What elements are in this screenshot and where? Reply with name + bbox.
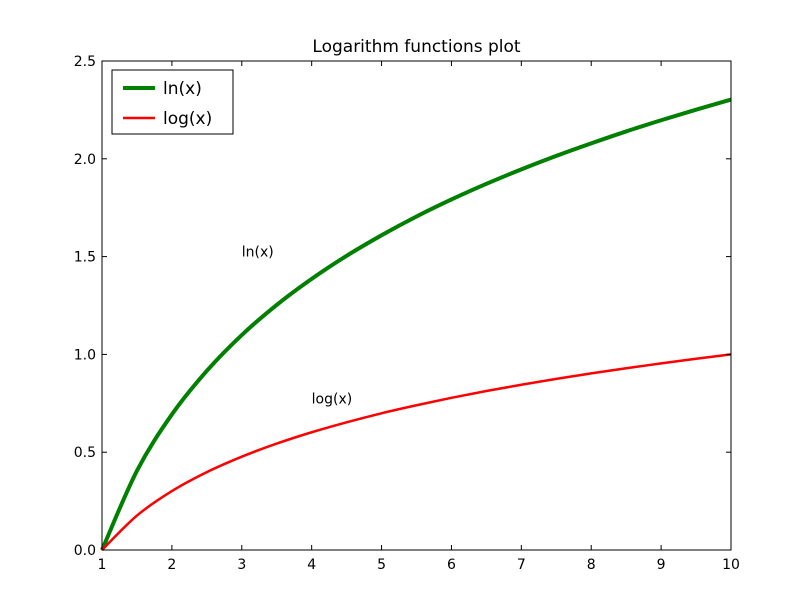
series-line-1 bbox=[101, 353, 732, 551]
y-tick-label: 1.5 bbox=[74, 250, 96, 266]
annotation-label: ln(x) bbox=[242, 245, 274, 261]
x-tick-label: 5 bbox=[377, 557, 386, 573]
x-tick-label: 10 bbox=[722, 557, 740, 573]
plot-frame bbox=[101, 60, 732, 551]
x-tick-label: 4 bbox=[307, 557, 316, 573]
chart-title: Logarithm functions plot bbox=[312, 37, 521, 57]
legend-label: ln(x) bbox=[163, 79, 202, 99]
x-tick-label: 1 bbox=[98, 557, 107, 573]
annotations: ln(x) log(x) bbox=[242, 245, 352, 408]
y-tick-label: 0.5 bbox=[74, 445, 96, 461]
y-tick-label: 1.0 bbox=[74, 347, 96, 363]
x-tick-label: 3 bbox=[237, 557, 246, 573]
x-tick-label: 6 bbox=[447, 557, 456, 573]
annotation-label: log(x) bbox=[312, 391, 353, 407]
y-tick-label: 2.5 bbox=[74, 54, 96, 70]
x-tick-label: 8 bbox=[587, 557, 596, 573]
x-tick-label: 2 bbox=[167, 557, 176, 573]
legend-label: log(x) bbox=[163, 109, 212, 129]
legend-box bbox=[111, 69, 234, 135]
ticks: 1 2 3 4 5 6 7 8 9 10 0.0 0.5 1.0 1.5 2.0 2.5 bbox=[74, 54, 740, 573]
y-tick-label: 2.0 bbox=[74, 152, 96, 168]
x-tick-label: 9 bbox=[657, 557, 666, 573]
x-tick-label: 7 bbox=[517, 557, 526, 573]
curves bbox=[100, 97, 732, 551]
legend: ln(x) log(x) bbox=[111, 69, 234, 135]
y-tick-label: 0.0 bbox=[74, 543, 96, 559]
series-line-0 bbox=[100, 97, 732, 551]
